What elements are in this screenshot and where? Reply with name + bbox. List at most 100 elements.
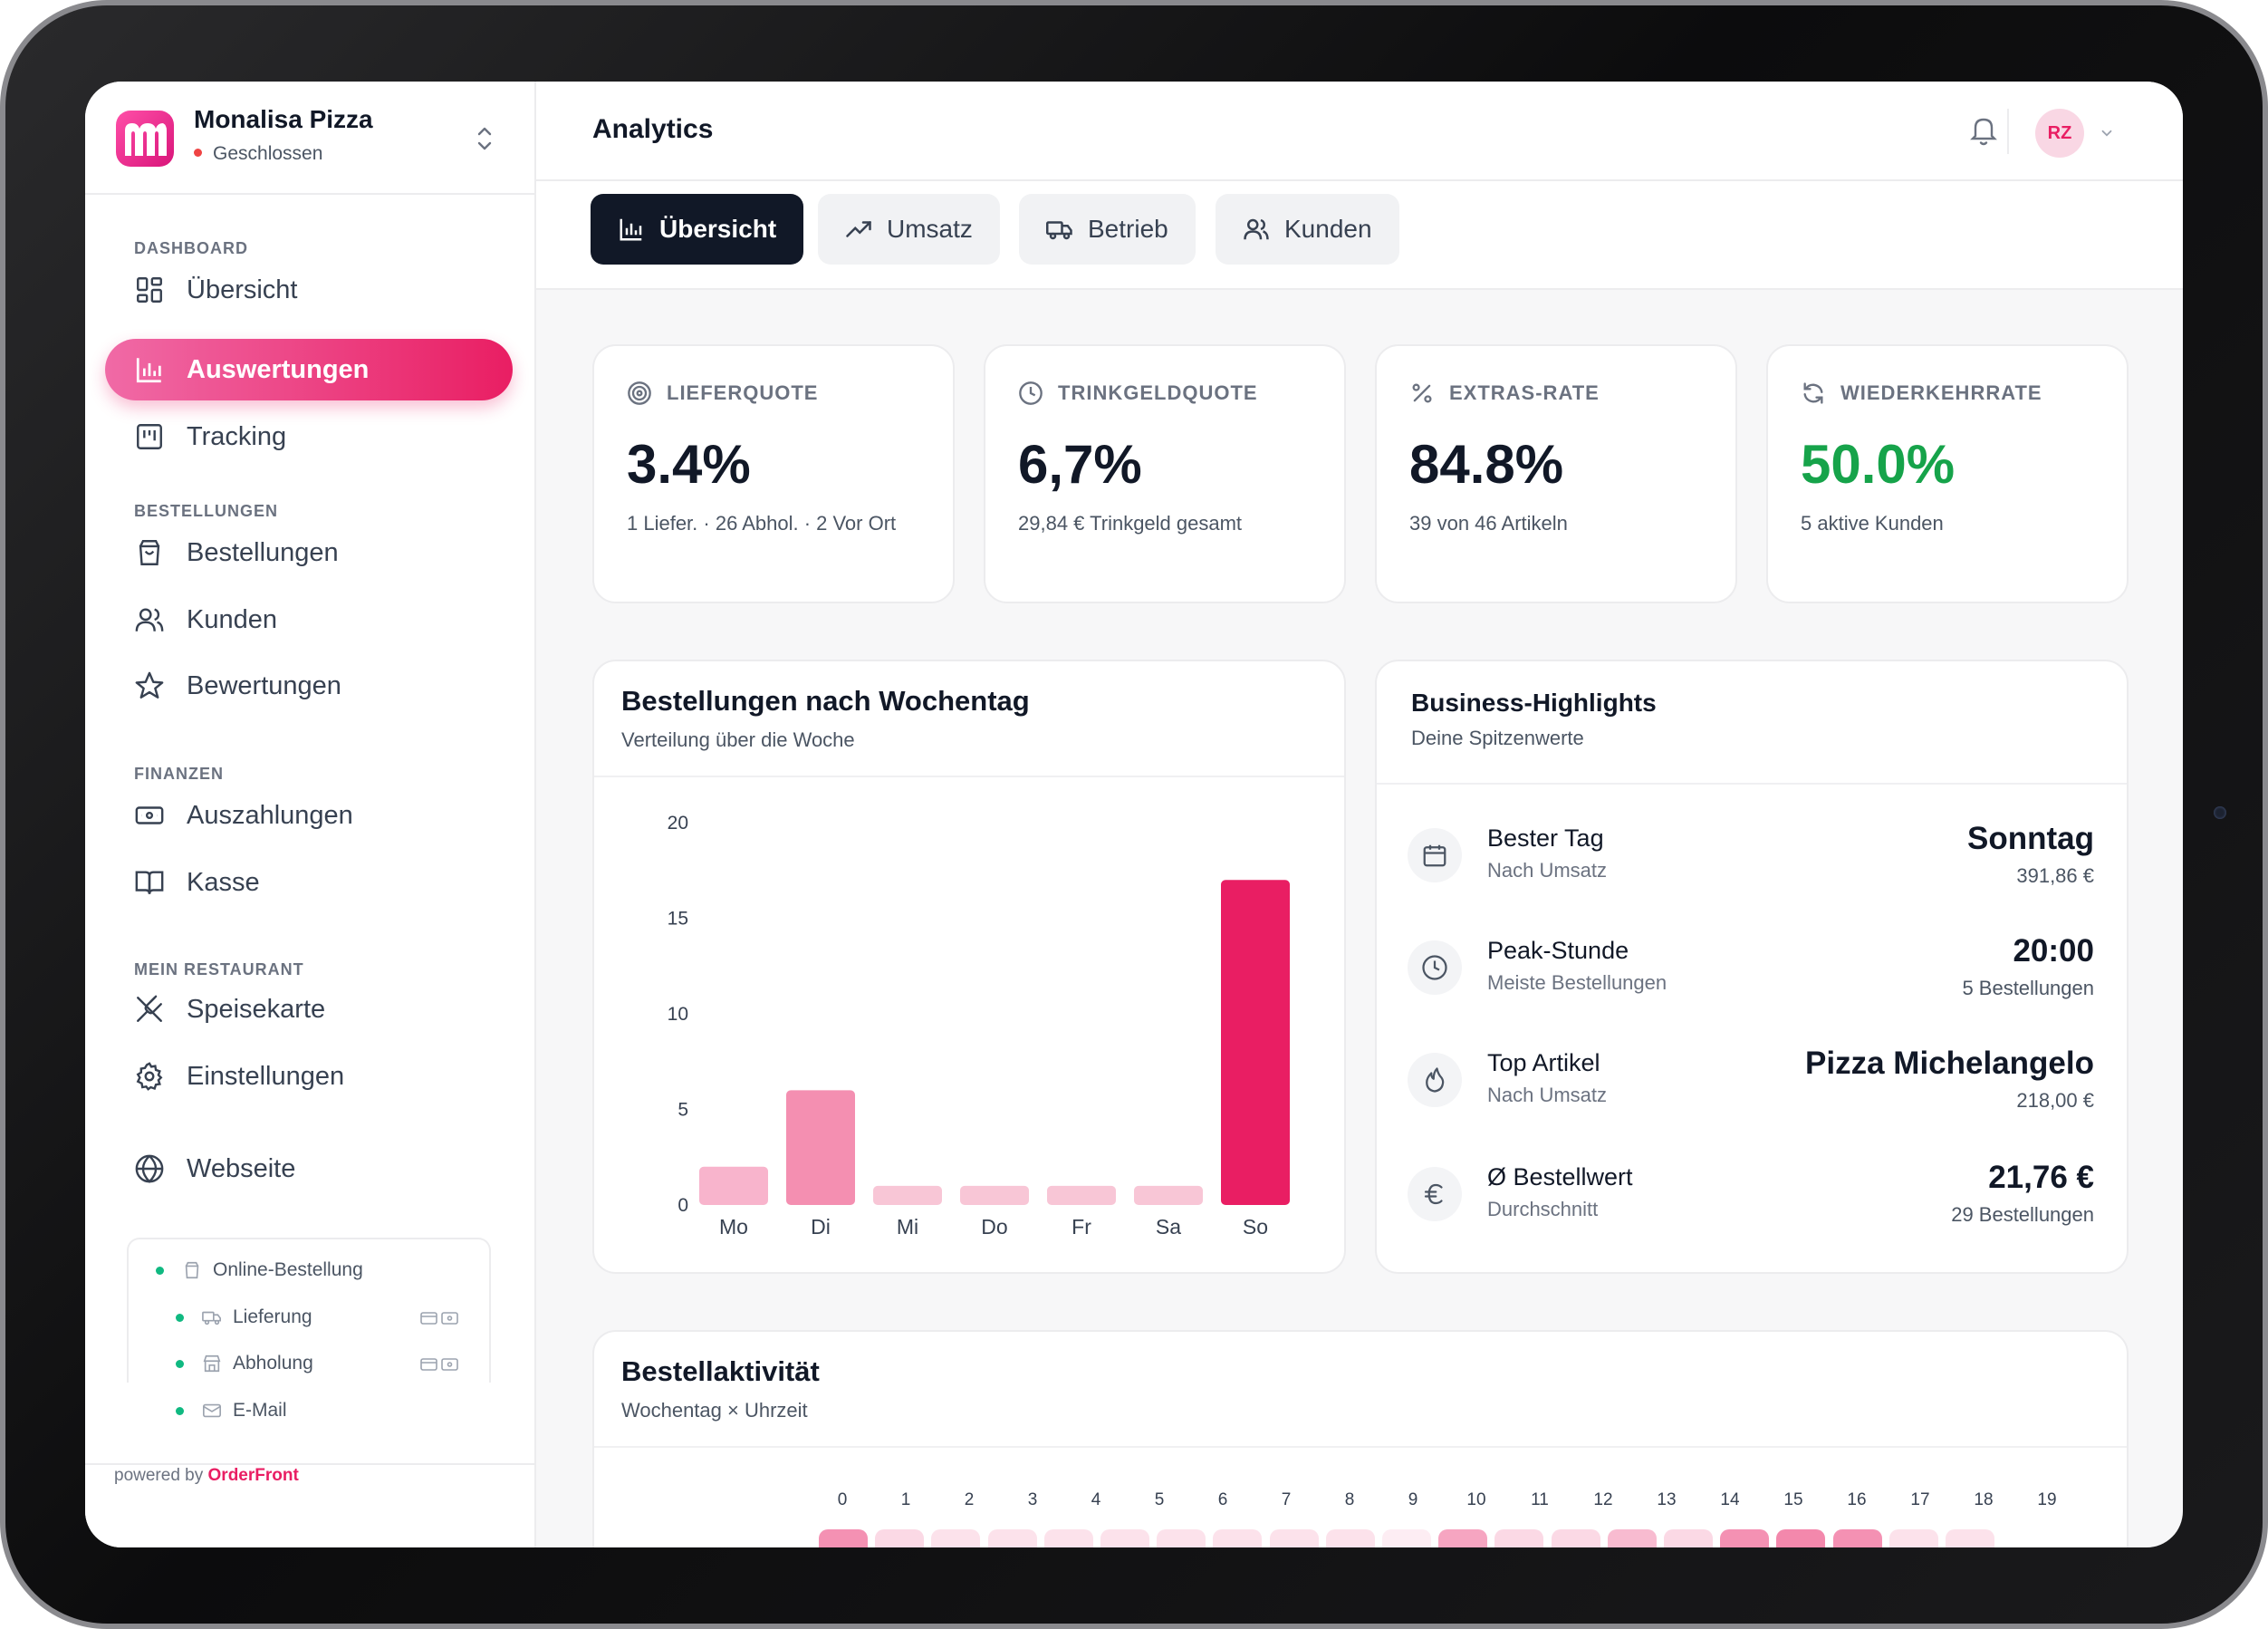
bar-di[interactable] <box>786 1090 855 1205</box>
heatmap-cell[interactable] <box>1157 1529 1206 1547</box>
highlight-row: Bester Tag Nach Umsatz Sonntag 391,86 € <box>1377 808 2127 908</box>
hour-label: 17 <box>1910 1490 1930 1509</box>
trending-up-icon <box>846 221 871 237</box>
kpi-value: 50.0% <box>1801 434 1956 495</box>
bar-fr[interactable] <box>1047 1185 1116 1205</box>
hour-label: 14 <box>1720 1490 1740 1509</box>
heatmap-cell[interactable] <box>1382 1529 1431 1547</box>
clock-icon <box>1019 381 1043 405</box>
chevron-up-down-icon <box>477 127 492 150</box>
heatmap-cell[interactable] <box>1720 1529 1770 1547</box>
x-tick-label: So <box>1243 1215 1268 1239</box>
highlight-value: Pizza Michelangelo <box>1805 1046 2094 1081</box>
gear-icon <box>136 1062 163 1091</box>
sidebar-item-speisekarte[interactable]: Speisekarte <box>105 978 513 1040</box>
highlight-name: Ø Bestellwert <box>1487 1163 1633 1190</box>
bar-mi[interactable] <box>873 1185 942 1205</box>
sidebar-item-label: Bestellungen <box>187 537 339 567</box>
kpi-label-text: EXTRAS-RATE <box>1449 381 1600 404</box>
channel-abholung[interactable]: Abholung <box>176 1353 313 1374</box>
heatmap-cell[interactable] <box>1946 1529 1994 1547</box>
heatmap-cell[interactable] <box>931 1529 981 1547</box>
bar-sa[interactable] <box>1134 1185 1203 1205</box>
sidebar-item-label: Auswertungen <box>187 354 370 384</box>
bar-do[interactable] <box>960 1185 1029 1205</box>
sidebar-item-einstellungen[interactable]: Einstellungen <box>105 1046 513 1107</box>
highlight-desc: Nach Umsatz <box>1487 859 1608 882</box>
status-dot <box>156 1266 164 1275</box>
cash-icon <box>420 1358 458 1371</box>
sidebar-item-auszahlungen[interactable]: Auszahlungen <box>105 785 513 846</box>
kpi-subtext: 29,84 € Trinkgeld gesamt <box>1018 512 1243 535</box>
flame-icon <box>1408 1053 1462 1107</box>
weekday-chart-card: Bestellungen nach Wochentag Verteilung ü… <box>592 660 1346 1274</box>
divider <box>85 1463 536 1465</box>
powered-brand-link[interactable]: OrderFront <box>207 1466 299 1485</box>
kpi-label: EXTRAS-RATE <box>1409 381 1600 406</box>
restaurant-switcher[interactable]: Monalisa Pizza Geschlossen <box>85 82 536 195</box>
hour-label: 4 <box>1091 1490 1101 1509</box>
channel-online-bestellung[interactable]: Online-Bestellung <box>156 1259 363 1281</box>
clock-icon <box>1408 940 1462 995</box>
bar-chart-icon <box>620 218 642 241</box>
kpi-subtext: 1 Liefer. · 26 Abhol. · 2 Vor Ort <box>627 512 897 535</box>
section-restaurant: MEIN RESTAURANT <box>134 960 304 978</box>
bar-mo[interactable] <box>699 1166 768 1205</box>
heatmap-cell[interactable] <box>1043 1529 1093 1547</box>
kpi-label: WIEDERKEHRRATE <box>1801 381 2042 406</box>
sidebar-item-auswertungen[interactable]: Auswertungen <box>105 339 513 400</box>
heatmap-cell[interactable] <box>987 1529 1037 1547</box>
sidebar-item-webseite[interactable]: Webseite <box>105 1138 513 1200</box>
sidebar-item-kasse[interactable]: Kasse <box>105 852 513 913</box>
camera-dot <box>2214 806 2226 819</box>
hour-label: 13 <box>1657 1490 1677 1509</box>
heatmap-cell[interactable] <box>1664 1529 1713 1547</box>
channel-email[interactable]: E-Mail <box>176 1400 287 1422</box>
heatmap-cell[interactable] <box>1832 1529 1882 1547</box>
heatmap-cell[interactable] <box>1776 1529 1826 1547</box>
sidebar-item-uebersicht[interactable]: Übersicht <box>105 259 513 321</box>
tab-kunden[interactable]: Kunden <box>1216 194 1399 265</box>
user-menu[interactable]: RZ <box>2035 109 2115 158</box>
refresh-icon <box>1803 382 1823 404</box>
sidebar-item-kunden[interactable]: Kunden <box>105 589 513 651</box>
sidebar-item-tracking[interactable]: Tracking <box>105 406 513 467</box>
tracking-icon <box>137 424 162 449</box>
heatmap-cell[interactable] <box>1607 1529 1657 1547</box>
kpi-card-extras-rate: EXTRAS-RATE 84.8% 39 von 46 Artikeln <box>1375 344 1737 603</box>
sidebar-item-bewertungen[interactable]: Bewertungen <box>105 655 513 717</box>
tab-label: Übersicht <box>659 215 777 243</box>
heatmap-cell[interactable] <box>875 1529 925 1547</box>
heatmap-cell[interactable] <box>1269 1529 1319 1547</box>
channel-lieferung[interactable]: Lieferung <box>176 1306 312 1328</box>
hour-label: 15 <box>1783 1490 1803 1509</box>
heatmap-cell[interactable] <box>1494 1529 1544 1547</box>
tab-uebersicht[interactable]: Übersicht <box>591 194 804 265</box>
heatmap-cell[interactable] <box>1551 1529 1600 1547</box>
highlight-value: 20:00 <box>2013 933 2094 969</box>
heatmap-cell[interactable] <box>1325 1529 1375 1547</box>
tab-umsatz[interactable]: Umsatz <box>818 194 1000 265</box>
heatmap-cell[interactable] <box>819 1529 868 1547</box>
bar-so[interactable] <box>1221 880 1290 1205</box>
sidebar-item-bestellungen[interactable]: Bestellungen <box>105 522 513 583</box>
powered-by: powered by OrderFront <box>114 1466 299 1486</box>
card-title: Bestellungen nach Wochentag <box>621 685 1030 717</box>
hour-label: 11 <box>1531 1490 1549 1509</box>
bell-icon[interactable] <box>1967 112 2000 149</box>
status-dot <box>194 148 202 157</box>
heatmap-cell[interactable] <box>1100 1529 1149 1547</box>
sidebar-item-label: Speisekarte <box>187 994 326 1024</box>
heatmap-cell[interactable] <box>1438 1529 1488 1547</box>
hour-label: 10 <box>1466 1490 1486 1509</box>
x-tick-label: Do <box>981 1215 1007 1239</box>
kpi-card-lieferquote: LIEFERQUOTE 3.4% 1 Liefer. · 26 Abhol. ·… <box>592 344 955 603</box>
tab-betrieb[interactable]: Betrieb <box>1019 194 1196 265</box>
heatmap-cell[interactable] <box>1213 1529 1263 1547</box>
highlight-desc: Durchschnitt <box>1487 1198 1599 1220</box>
y-tick-label: 5 <box>678 1100 688 1121</box>
sidebar-item-label: Kasse <box>187 867 260 897</box>
heatmap-cell[interactable] <box>1888 1529 1938 1547</box>
section-bestellungen: BESTELLUNGEN <box>134 502 279 520</box>
card-title: Business-Highlights <box>1411 689 1657 717</box>
